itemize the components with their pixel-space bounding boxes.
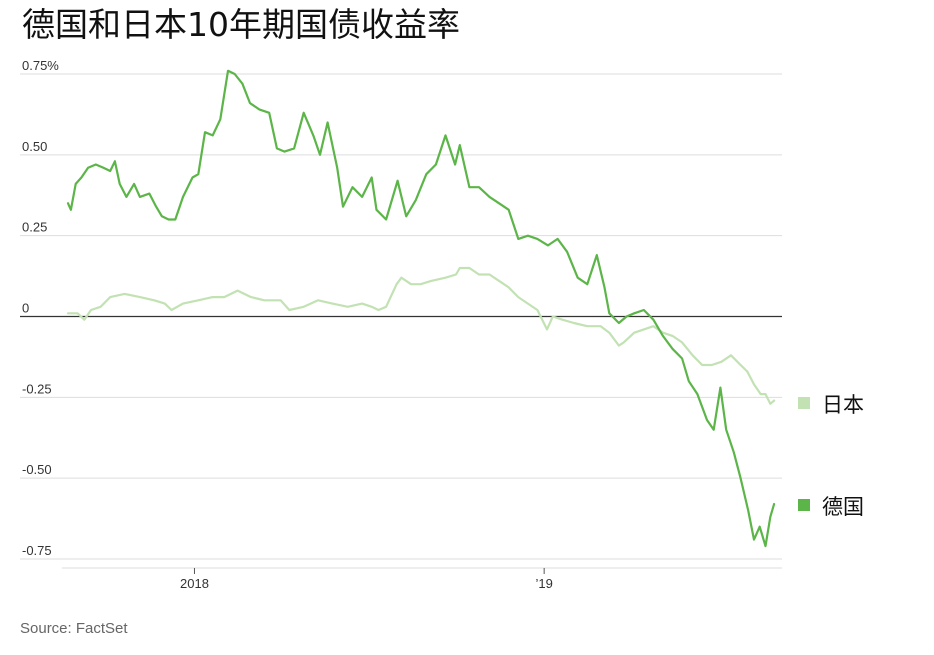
y-tick-label: 0.25: [22, 220, 47, 235]
legend-swatch: [798, 397, 810, 409]
y-axis-ticks: 0.75% 0.50 0.25 0 -0.25 -0.50 -0.75: [22, 58, 59, 558]
series-line-1: [66, 69, 776, 548]
x-tick-label: 2018: [180, 576, 209, 591]
legend-label: 日本: [822, 393, 864, 417]
source-note: Source: FactSet: [20, 620, 128, 637]
series-line-0: [66, 266, 776, 405]
gridlines: [20, 73, 782, 569]
y-tick-label: -0.25: [22, 381, 52, 396]
series-lines: [66, 69, 776, 548]
x-axis-ticks: 2018 ’19: [180, 568, 553, 591]
legend-label: 德国: [822, 495, 864, 519]
y-tick-label: 0: [22, 301, 29, 316]
y-tick-label: 0.75%: [22, 58, 59, 73]
chart-title: 德国和日本10年期国债收益率: [22, 5, 460, 44]
legend-swatch: [798, 499, 810, 511]
y-tick-label: 0.50: [22, 139, 47, 154]
y-tick-label: -0.75: [22, 543, 52, 558]
x-tick-label: ’19: [535, 576, 552, 591]
y-tick-label: -0.50: [22, 462, 52, 477]
